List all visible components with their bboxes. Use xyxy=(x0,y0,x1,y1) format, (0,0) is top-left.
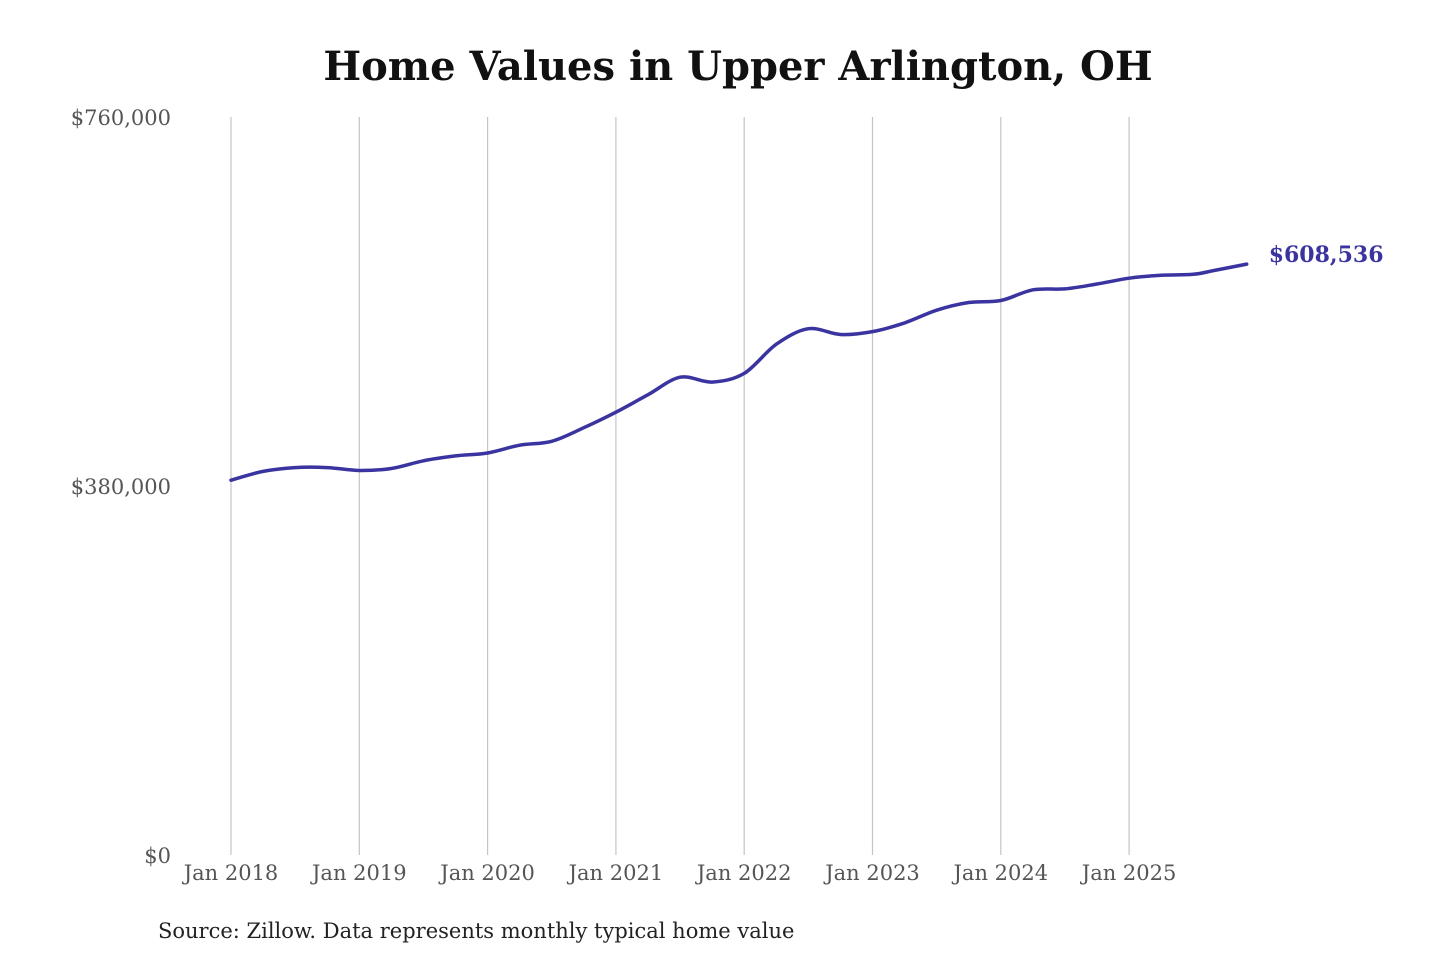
x-tick-label: Jan 2024 xyxy=(952,861,1049,885)
source-note: Source: Zillow. Data represents monthly … xyxy=(158,919,794,943)
y-tick-label: $760,000 xyxy=(71,106,171,130)
x-tick-label: Jan 2021 xyxy=(567,861,664,885)
home-value-line xyxy=(229,262,1249,482)
end-value-label: $608,536 xyxy=(1269,242,1384,268)
x-axis-tick-labels: Jan 2018 Jan 2019 Jan 2020 Jan 2021 Jan 2022… xyxy=(182,861,1177,885)
x-tick-label: Jan 2022 xyxy=(695,861,792,885)
y-tick-label: $380,000 xyxy=(71,475,171,499)
chart-title: Home Values in Upper Arlington, OH xyxy=(323,43,1152,90)
x-tick-label: Jan 2020 xyxy=(438,861,535,885)
x-tick-label: Jan 2018 xyxy=(182,861,279,885)
y-tick-label: $0 xyxy=(144,844,171,868)
x-tick-label: Jan 2023 xyxy=(823,861,920,885)
vertical-gridlines xyxy=(230,117,1130,855)
y-axis-tick-labels: $0 $380,000 $760,000 xyxy=(71,106,171,868)
x-tick-label: Jan 2019 xyxy=(310,861,407,885)
series-layer xyxy=(229,262,1249,482)
x-tick-label: Jan 2025 xyxy=(1080,861,1177,885)
